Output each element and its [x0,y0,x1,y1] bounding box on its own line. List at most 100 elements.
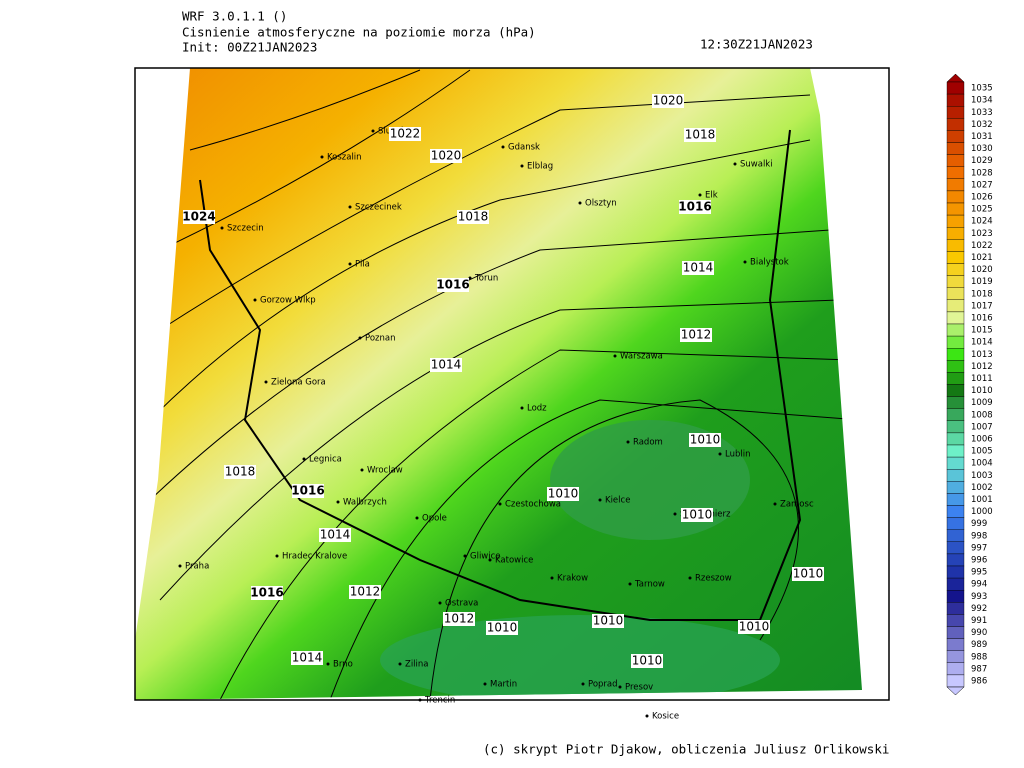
city-dot [581,682,585,686]
contour-label-bg [547,487,579,501]
colorbar-box [946,662,965,676]
city-dot [398,662,402,666]
city-label: Lodz [527,404,547,414]
city-dot [626,440,630,444]
city-label: Czestochowa [505,500,561,510]
contour-label-bg [291,651,323,665]
colorbar-label: 1008 [971,410,993,420]
city-dot [578,201,582,205]
city-dot [673,512,677,516]
model: WRF 3.0.1.1 () [182,9,287,24]
contour-label: 1010 [793,567,824,581]
colorbar-box [946,335,965,349]
colorbar-label: 1013 [971,350,993,360]
colorbar-box [946,239,965,252]
colorbar-box [946,251,965,264]
colorbar-box [946,577,965,591]
city-label: Katowice [495,556,533,566]
city-label: Lublin [725,450,750,460]
city-label: Poprad [588,680,618,690]
colorbar-box [946,444,965,458]
colorbar-label: 1017 [971,301,993,311]
city-label: Gdansk [508,143,540,153]
city-label: Kielce [605,496,630,506]
colorbar-box [946,565,965,579]
colorbar-box [946,226,965,240]
city-label: Radom [633,438,663,448]
colorbar-label: 1014 [971,338,993,348]
colorbar-label: 1030 [971,144,993,154]
contour-label: 1010 [487,621,518,635]
city-label: Elblag [527,162,553,172]
colorbar-box [946,638,965,651]
city-label: Martin [490,680,517,690]
colorbar-box [946,469,965,482]
city-dot [520,406,524,410]
colorbar-label: 991 [971,616,987,626]
contour-label: 1016 [436,278,469,292]
city-dot [743,260,747,264]
contour-label: 1010 [593,614,624,628]
city-label: Tarnow [634,580,665,590]
colorbar-box [946,456,965,470]
city-dot [358,336,362,340]
city-dot [733,162,737,166]
city-dot [336,500,340,504]
contour-label: 1018 [225,465,256,479]
colorbar-label: 1015 [971,326,993,336]
contour-label-bg [682,261,714,275]
colorbar-box [946,602,965,615]
city-dot [613,354,617,358]
colorbar-label: 996 [971,555,987,565]
colorbar-label: 989 [971,640,987,650]
contour-label: 1022 [390,127,421,141]
colorbar-box [946,93,965,107]
contour-label: 1010 [632,654,663,668]
colorbar-label: 1016 [971,313,993,323]
contour-label-bg [679,200,711,214]
colorbar-label: 990 [971,628,987,638]
colorbar-label: 997 [971,543,987,553]
colorbar-box [946,553,965,567]
city-dot [488,558,492,562]
city-dot [415,516,419,520]
colorbar-label: 986 [971,676,987,686]
contour-label: 1020 [653,94,684,108]
city-dot [550,576,554,580]
colorbar-box [946,650,965,664]
contour-label-bg [738,620,770,634]
city-label: Szczecinek [355,203,402,213]
contour-label: 1012 [350,585,381,599]
city-label: Olsztyn [585,199,617,209]
contour-label-bg [680,328,712,342]
city-label: Szczecin [227,224,264,234]
contour-label-bg [349,585,381,599]
contour-label-bg [389,127,421,141]
colorbar-label: 1020 [971,265,993,275]
city-dot [371,129,375,133]
colorbar-box [946,432,965,446]
colorbar-box [946,178,965,192]
contour-label: 1010 [548,487,579,501]
colorbar-label: 998 [971,531,987,541]
colorbar-label: 1005 [971,447,993,457]
contour-label: 1014 [431,358,462,372]
city-label: Gorzow Wlkp [260,296,316,306]
city-dot [348,262,352,266]
city-label: Brno [333,660,353,670]
colorbar-label: 1011 [971,374,993,384]
colorbar-label: 1019 [971,277,993,287]
colorbar-label: 1033 [971,108,993,118]
colorbar-label: 1034 [971,96,993,106]
city-label: Praha [185,562,209,572]
city-label: Zielona Gora [271,378,326,388]
title: Cisnienie atmosferyczne na poziomie morz… [182,25,536,40]
colorbar-box [946,626,965,639]
colorbar-label: 1026 [971,192,993,202]
colorbar-label: 1028 [971,168,993,178]
contour-label: 1010 [682,508,713,522]
city-dot [718,452,722,456]
city-dot [498,502,502,506]
colorbar-label: 987 [971,664,987,674]
